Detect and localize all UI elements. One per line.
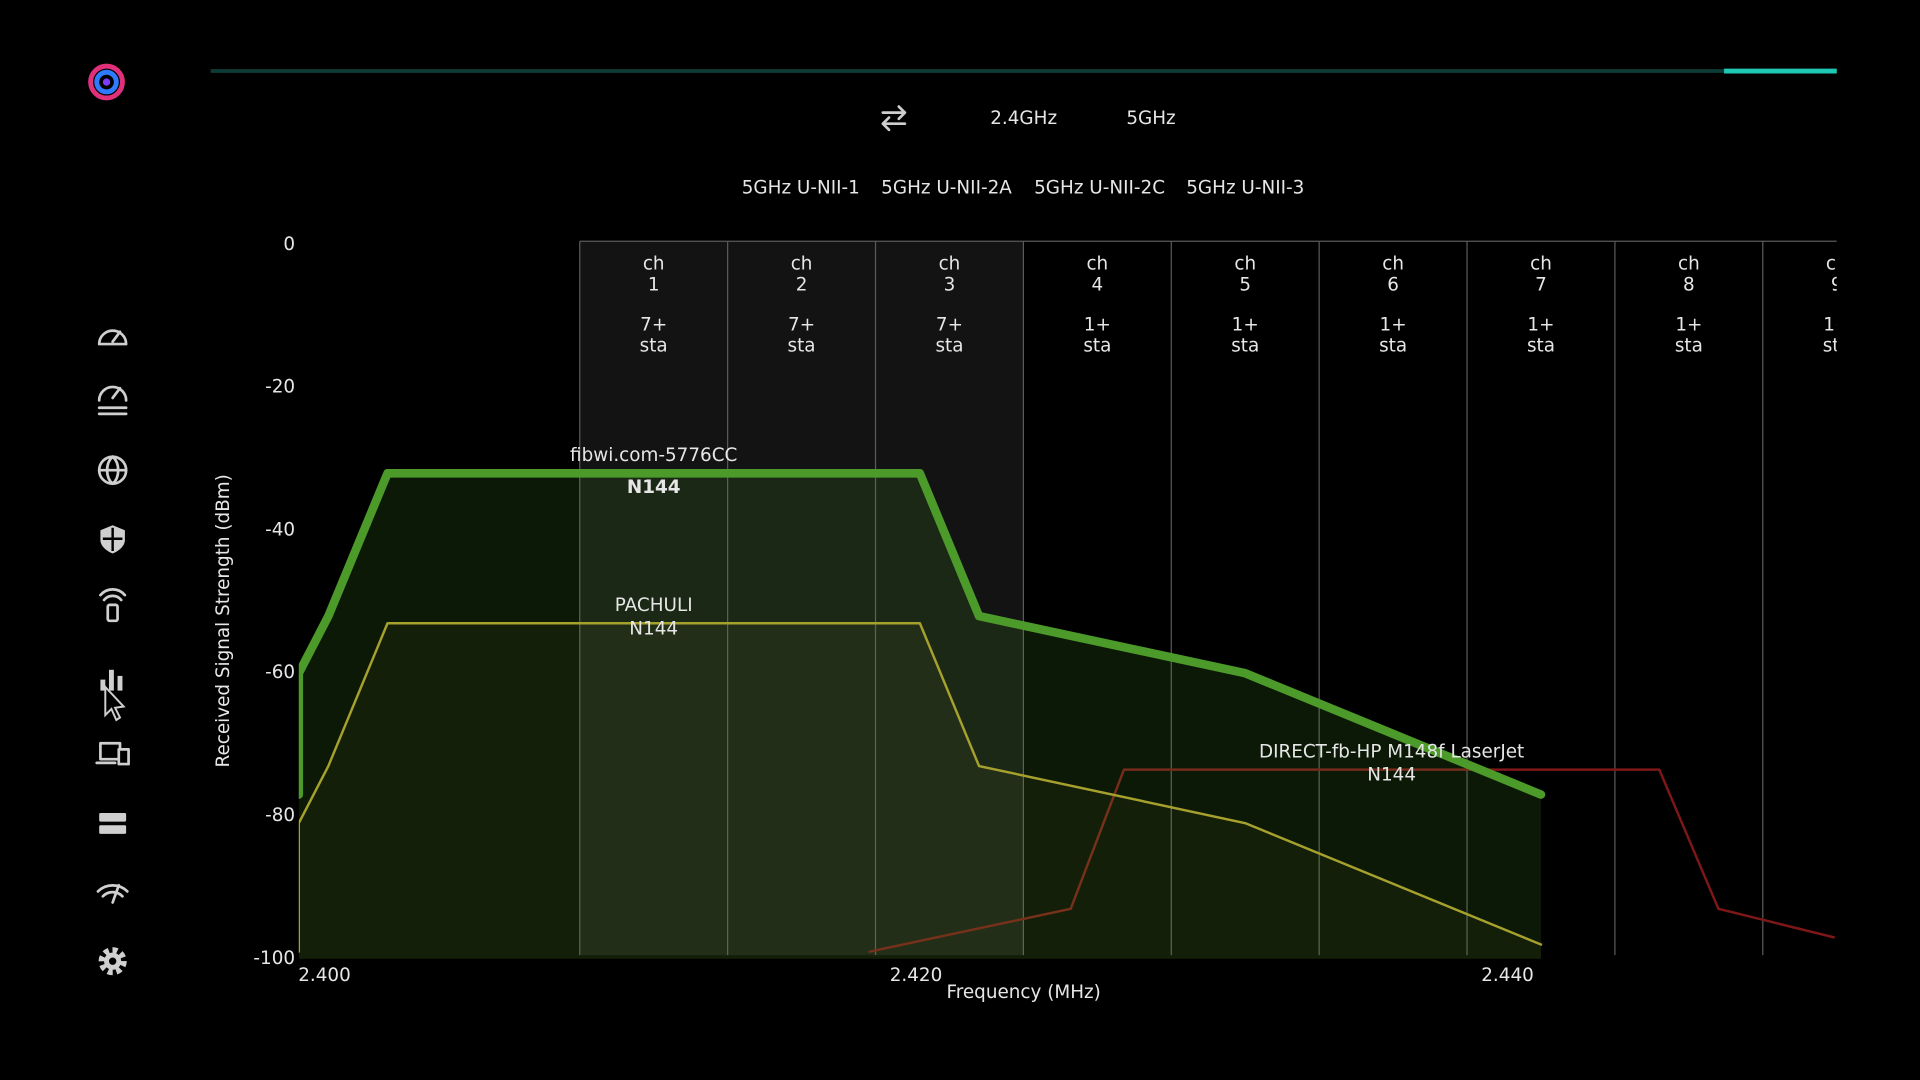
- nav-wifi-tools[interactable]: [96, 883, 129, 904]
- channel-number: 8: [1683, 274, 1695, 295]
- y-tick-label: 0: [283, 234, 295, 255]
- y-axis-label: Received Signal Strength (dBm): [213, 474, 234, 767]
- channel-number: 2: [796, 274, 808, 295]
- network-name: fibwi.com-5776CC: [570, 445, 737, 466]
- band-filter[interactable]: 5GHz U-NII-3: [1186, 178, 1304, 199]
- nav-security[interactable]: [100, 525, 125, 554]
- sidebar: [95, 329, 130, 976]
- channel-prefix: ch: [1530, 253, 1552, 274]
- channel-stations: 1+: [1084, 315, 1111, 336]
- network-mode: N144: [1367, 765, 1416, 786]
- channel-stations: 1+: [1823, 315, 1850, 336]
- network-name: PACHULI: [615, 595, 693, 616]
- nav-speed[interactable]: [97, 329, 128, 346]
- x-tick-label: 2.420: [890, 965, 943, 986]
- channel-graph: Frequency (MHz) Received Signal Strength…: [213, 234, 1851, 1003]
- station-suffix: sta: [1083, 336, 1111, 357]
- plot-area: ch17+stach27+stach37+stach41+stach51+sta…: [298, 240, 1851, 959]
- band-filter[interactable]: 5GHz U-NII-2C: [1034, 178, 1165, 199]
- station-suffix: sta: [935, 336, 963, 357]
- band-filter[interactable]: 5GHz U-NII-1: [742, 178, 860, 199]
- channel-number: 7: [1535, 274, 1547, 295]
- channel-columns: [579, 240, 1837, 956]
- y-tick-label: -80: [265, 805, 295, 826]
- station-suffix: sta: [1527, 336, 1555, 357]
- nav-access-point[interactable]: [99, 588, 127, 623]
- station-suffix: sta: [1823, 336, 1851, 357]
- band-filter[interactable]: 5GHz U-NII-2A: [881, 178, 1012, 199]
- channel-prefix: ch: [1678, 253, 1700, 274]
- nav-speed-history[interactable]: [97, 385, 128, 416]
- station-suffix: sta: [1231, 336, 1259, 357]
- channel-prefix: ch: [939, 253, 961, 274]
- network-line: [298, 622, 1543, 953]
- network-area: [298, 623, 1541, 959]
- channel-prefix: ch: [1826, 253, 1848, 274]
- network-series: [868, 768, 1835, 953]
- channel-stations: 1+: [1232, 315, 1259, 336]
- nav-channel-graph[interactable]: [100, 669, 123, 691]
- channel-prefix: ch: [1382, 253, 1404, 274]
- channel-highlight: [579, 241, 728, 956]
- channel-highlight: [727, 241, 876, 956]
- tab[interactable]: 5GHz: [1126, 108, 1175, 129]
- x-tick-label: 2.440: [1481, 965, 1534, 986]
- station-suffix: sta: [640, 336, 668, 357]
- network-line: [298, 469, 1546, 799]
- mouse-cursor: [104, 684, 126, 722]
- network-series: [298, 469, 1546, 959]
- channel-prefix: ch: [1234, 253, 1256, 274]
- channel-prefix: ch: [791, 253, 813, 274]
- channel-number: 6: [1387, 274, 1399, 295]
- network-mode: N144: [627, 477, 681, 498]
- nav-settings[interactable]: [98, 947, 127, 976]
- swap-button[interactable]: [881, 105, 907, 132]
- channel-stations: 7+: [788, 315, 815, 336]
- tab[interactable]: 2.4GHz: [990, 108, 1057, 129]
- channel-number: 4: [1091, 274, 1103, 295]
- station-suffix: sta: [1675, 336, 1703, 357]
- channel-number: 3: [944, 274, 956, 295]
- network-name: DIRECT-fb-HP M148f LaserJet: [1259, 741, 1524, 762]
- nav-internet[interactable]: [97, 455, 128, 486]
- network-series: [298, 622, 1543, 959]
- channel-stations: 7+: [936, 315, 963, 336]
- channel-stations: 1+: [1675, 315, 1702, 336]
- y-tick-label: -100: [253, 948, 295, 969]
- channel-prefix: ch: [643, 253, 665, 274]
- station-suffix: sta: [1379, 336, 1407, 357]
- channel-number: 9: [1831, 274, 1843, 295]
- nav-servers[interactable]: [99, 813, 127, 834]
- y-tick-label: -20: [265, 377, 295, 398]
- channel-stations: 1+: [1380, 315, 1407, 336]
- channel-number: 1: [648, 274, 660, 295]
- station-suffix: sta: [788, 336, 816, 357]
- nav-devices[interactable]: [95, 741, 130, 766]
- y-tick-label: -60: [265, 662, 295, 683]
- network-line: [868, 768, 1835, 953]
- channel-stations: 1+: [1527, 315, 1554, 336]
- app-logo[interactable]: [88, 63, 125, 101]
- network-area: [298, 473, 1541, 959]
- channel-highlight: [875, 241, 1024, 956]
- channel-prefix: ch: [1086, 253, 1108, 274]
- y-tick-label: -40: [265, 519, 295, 540]
- channel-stations: 7+: [640, 315, 667, 336]
- channel-number: 5: [1239, 274, 1251, 295]
- x-axis-label: Frequency (MHz): [947, 982, 1101, 1003]
- x-tick-label: 2.400: [298, 965, 351, 986]
- network-mode: N144: [629, 618, 678, 639]
